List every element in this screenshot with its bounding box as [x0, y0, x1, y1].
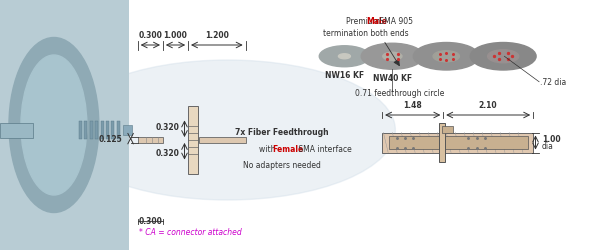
FancyBboxPatch shape [439, 123, 445, 162]
FancyBboxPatch shape [0, 0, 129, 250]
Text: 1.48: 1.48 [403, 100, 422, 110]
Text: 0.300: 0.300 [138, 30, 162, 40]
FancyBboxPatch shape [199, 137, 246, 143]
Text: 0.125: 0.125 [99, 136, 123, 144]
FancyBboxPatch shape [0, 122, 33, 138]
Circle shape [361, 43, 423, 69]
FancyBboxPatch shape [111, 120, 114, 139]
Text: Female: Female [273, 146, 304, 154]
FancyBboxPatch shape [442, 126, 453, 132]
Text: 0.320: 0.320 [156, 122, 180, 132]
Text: 0.320: 0.320 [156, 148, 180, 158]
Circle shape [60, 60, 395, 200]
Text: termination both ends: termination both ends [323, 29, 408, 38]
FancyBboxPatch shape [79, 120, 82, 139]
Text: 7x Fiber Feedthrough: 7x Fiber Feedthrough [235, 128, 328, 137]
FancyBboxPatch shape [382, 132, 533, 152]
FancyBboxPatch shape [84, 120, 87, 139]
Text: * CA = connector attached: * CA = connector attached [139, 228, 242, 237]
Text: 0.300: 0.300 [138, 217, 162, 226]
Text: SMA 905: SMA 905 [377, 17, 413, 26]
FancyBboxPatch shape [138, 137, 163, 143]
FancyBboxPatch shape [123, 125, 132, 135]
FancyBboxPatch shape [101, 120, 104, 139]
Circle shape [338, 54, 350, 59]
Text: NW40 KF: NW40 KF [373, 74, 412, 83]
Circle shape [470, 42, 536, 70]
Text: 0.71 feedthrough circle: 0.71 feedthrough circle [355, 89, 444, 98]
Circle shape [413, 42, 479, 70]
Text: 1.000: 1.000 [164, 30, 187, 40]
FancyBboxPatch shape [117, 120, 120, 139]
Text: No adapters needed: No adapters needed [243, 160, 320, 170]
Circle shape [319, 46, 370, 67]
FancyBboxPatch shape [90, 120, 93, 139]
Circle shape [383, 52, 402, 60]
Text: 1.200: 1.200 [205, 30, 229, 40]
Text: .72 dia: .72 dia [540, 78, 567, 87]
Text: dia: dia [542, 142, 554, 151]
Text: 2.10: 2.10 [479, 100, 498, 110]
FancyBboxPatch shape [188, 106, 198, 174]
Circle shape [433, 51, 459, 62]
Ellipse shape [9, 38, 99, 212]
Text: SMA interface: SMA interface [296, 146, 352, 154]
Text: 1.00: 1.00 [542, 135, 561, 144]
FancyBboxPatch shape [95, 120, 98, 139]
Text: Male: Male [366, 17, 387, 26]
Text: NW16 KF: NW16 KF [325, 71, 364, 80]
Text: Premium: Premium [346, 17, 382, 26]
Circle shape [488, 50, 519, 63]
FancyBboxPatch shape [389, 136, 528, 149]
Text: with: with [259, 146, 279, 154]
FancyBboxPatch shape [106, 120, 109, 139]
Ellipse shape [21, 55, 87, 195]
